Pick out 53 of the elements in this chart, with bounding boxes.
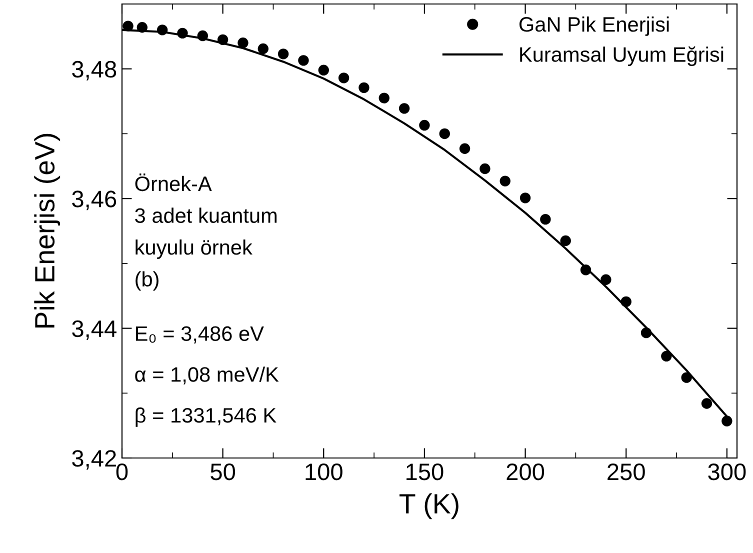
point [217,34,228,46]
point [177,28,188,39]
point [480,163,490,174]
x-tick-label: 300 [708,463,746,480]
point [439,128,450,140]
legend-label: Kuramsal Uyum Eğrisi [520,46,724,66]
point [238,38,248,48]
x-tick-label: 150 [406,463,444,480]
point [681,372,692,383]
point [122,20,134,32]
point [540,214,551,225]
point [419,120,430,131]
point [197,30,208,42]
point [722,416,732,426]
point [378,92,390,104]
point [701,398,712,409]
point [661,350,672,362]
y-tick-label: 3,44 [72,320,116,340]
point [580,264,592,276]
x-tick-label: 250 [608,463,645,480]
annotation: (b) [136,271,158,291]
point [278,48,289,60]
annotation: 3 adet kuantum [135,208,277,223]
annotation: E₀ = 3,486 eV [136,326,264,344]
point [156,24,168,36]
annotation: β = 1331,546 K [136,407,276,427]
x-tick-label: 0 [116,463,128,480]
x-tick-label: 100 [306,463,342,480]
x-tick-label: 200 [506,463,544,480]
y-tick-label: 3,42 [72,450,116,470]
point [338,72,350,84]
point [136,22,148,33]
point [500,176,510,186]
point [398,103,410,114]
point [459,143,470,154]
point [258,43,268,54]
point [600,274,612,285]
annotation: kuyulu örnek [136,239,252,259]
y-tick-label: 3,46 [72,190,116,210]
legend-label: GaN Pik Enerjisi [519,16,669,36]
point [520,192,531,204]
point [298,55,309,66]
y-axis-title: Pik Enerjisi (eV) [34,134,60,328]
annotation: α = 1,08 meV/K [135,366,279,384]
x-axis-title: T (K) [400,493,458,520]
point [620,296,632,308]
annotation: Örnek-A [135,174,212,192]
point [560,235,571,246]
point [640,327,652,338]
point [318,64,329,76]
x-tick-label: 50 [210,463,236,480]
point [358,82,370,94]
y-tick-label: 3,48 [72,60,116,80]
